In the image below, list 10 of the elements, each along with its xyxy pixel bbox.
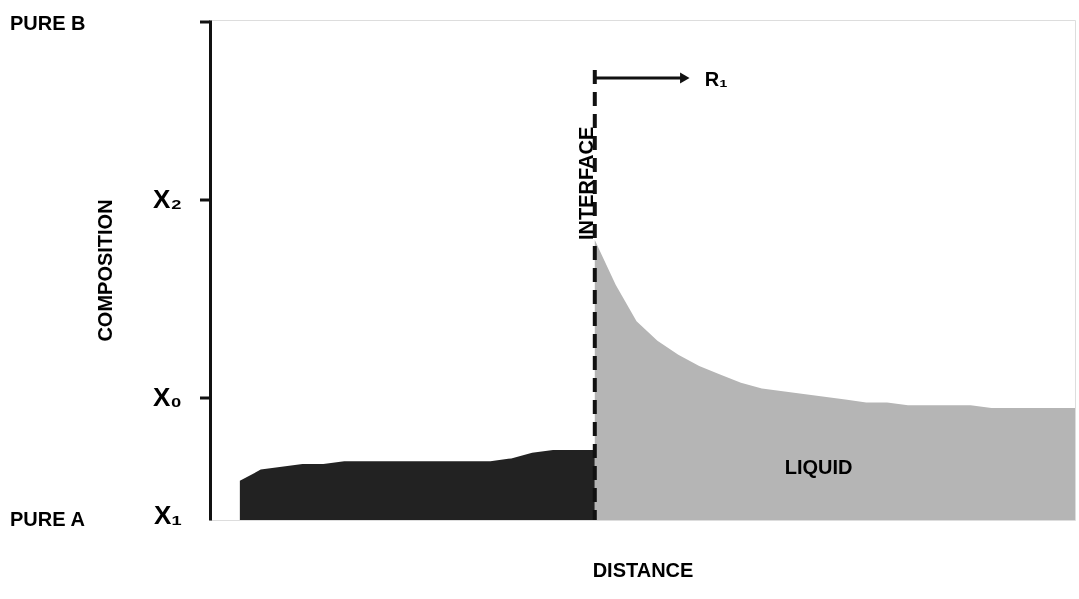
text: PURE A — [10, 508, 85, 530]
annotation: LIQUID — [784, 456, 853, 478]
text: PURE B — [10, 12, 86, 34]
text: X₀ — [152, 382, 182, 412]
text: R₁ — [704, 68, 728, 90]
x-axis-title: DISTANCE — [592, 558, 694, 581]
text: X₂ — [153, 184, 182, 214]
text: INTERFACE — [574, 126, 597, 240]
text: X₁ — [153, 500, 182, 530]
y-axis-title: COMPOSITION — [93, 199, 116, 342]
